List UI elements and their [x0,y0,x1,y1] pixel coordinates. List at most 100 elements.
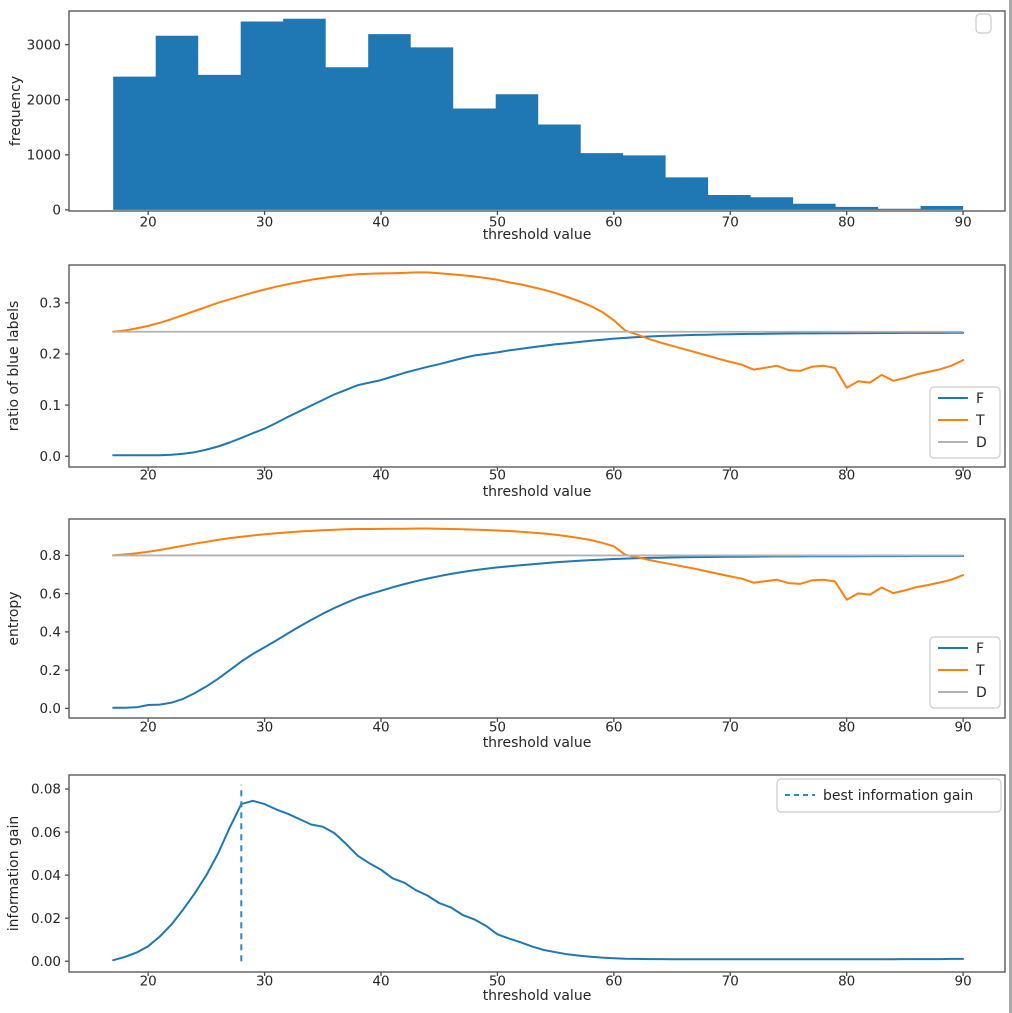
y-tick-label: 0.1 [40,398,61,414]
x-tick-label: 20 [140,974,157,990]
x-tick-label: 30 [256,720,273,736]
x-tick-label: 80 [838,215,855,231]
y-axis-title: entropy [6,591,22,645]
legend-label: F [976,641,984,657]
y-tick-label: 0.6 [40,586,61,602]
x-tick-label: 60 [605,215,622,231]
legend-box [929,636,1001,709]
legend [975,13,992,34]
y-axis-title: frequency [8,76,24,146]
x-tick-label: 20 [140,468,157,484]
x-tick-label: 70 [722,720,739,736]
x-tick-label: 40 [372,468,389,484]
y-tick-label: 0 [52,203,61,219]
x-tick-label: 50 [489,974,506,990]
x-tick-label: 90 [954,974,971,990]
legend-box [975,13,992,34]
series-F [112,331,965,457]
series-T [112,271,965,389]
legend: FTD [929,636,1001,709]
x-tick-label: 60 [605,974,622,990]
histogram-bars [113,18,964,210]
x-tick-label: 60 [605,468,622,484]
plot-svg-0: 20 30 40 50 60 70 80 90 threshold value 0 1000 2000… [8,10,1006,243]
y-axis: 0.00 0.02 0.04 0.06 0.08 information gain [6,782,69,970]
x-axis: 20 30 40 50 60 70 80 90 threshold value [140,467,972,500]
y-tick-label: 3000 [27,37,61,53]
y-axis: 0.0 0.2 0.4 0.6 0.8 entropy [6,548,69,717]
series-T [112,527,965,601]
x-axis-title: threshold value [483,988,592,1004]
y-tick-label: 0.2 [40,347,61,363]
series-information-gain [112,799,965,962]
plot-svg-1: 20 30 40 50 60 70 80 90 threshold value 0.0 0.1 0.2… [6,264,1006,500]
x-tick-label: 80 [838,468,855,484]
x-tick-label: 20 [140,720,157,736]
y-axis-title: information gain [6,816,22,931]
y-tick-label: 0.02 [31,911,61,927]
legend-label: F [976,391,984,407]
ratio-of-blue-labels-chart: 20 30 40 50 60 70 80 90 threshold value 0.0 0.1 0.2… [0,248,1012,500]
x-axis: 20 30 40 50 60 70 80 90 threshold value [140,211,972,243]
y-tick-label: 0.00 [31,954,61,970]
x-tick-label: 50 [489,215,506,231]
x-axis-title: threshold value [483,484,592,498]
x-axis: 20 30 40 50 60 70 80 90 threshold value [140,718,972,751]
y-tick-label: 0.0 [40,449,61,465]
x-tick-label: 80 [838,974,855,990]
x-tick-label: 90 [954,215,971,231]
x-tick-label: 50 [489,468,506,484]
frequency-histogram-chart: 20 30 40 50 60 70 80 90 threshold value 0 1000 2000… [0,0,1012,248]
legend-label: best information gain [823,788,973,804]
y-tick-label: 0.8 [40,548,61,564]
x-tick-label: 70 [722,468,739,484]
legend-box [929,386,1001,459]
entropy-chart: 20 30 40 50 60 70 80 90 threshold value 0.0 0.2 0.4… [0,498,1012,751]
y-tick-label: 0.04 [31,868,61,884]
y-tick-label: 0.08 [31,782,61,798]
y-tick-label: 0.2 [40,663,61,679]
information-gain-chart: 20 30 40 50 60 70 80 90 threshold value 0.00 0.02 0… [0,748,1012,1013]
y-axis: 0.0 0.1 0.2 0.3 ratio of blue labels [6,296,69,465]
plot-data [113,18,964,210]
plot-data [112,784,965,962]
plot-spines [68,10,1006,212]
plot-svg-2: 20 30 40 50 60 70 80 90 threshold value 0.0 0.2 0.4… [6,518,1006,751]
x-tick-label: 40 [372,215,389,231]
y-tick-label: 0.06 [31,825,61,841]
y-tick-label: 1000 [27,148,61,164]
plot-data [112,271,965,457]
x-tick-label: 90 [954,468,971,484]
x-tick-label: 30 [256,468,273,484]
y-axis: 0 1000 2000 3000 frequency [8,37,69,219]
plot-spines [68,774,1006,973]
legend-label: D [976,685,987,701]
x-tick-label: 90 [954,720,971,736]
plot-spines [68,518,1006,719]
series-F [112,555,965,709]
y-tick-label: 0.0 [40,701,61,717]
x-tick-label: 20 [140,215,157,231]
x-tick-label: 30 [256,974,273,990]
y-tick-label: 0.4 [40,625,61,641]
legend: best information gain [776,778,1002,813]
legend-box [776,778,1002,813]
legend: FTD [929,386,1001,459]
x-tick-label: 30 [256,215,273,231]
x-axis-title: threshold value [483,735,592,748]
y-axis-title: ratio of blue labels [6,301,22,432]
window-edge [1009,0,1012,1013]
x-tick-label: 70 [722,974,739,990]
x-axis: 20 30 40 50 60 70 80 90 threshold value [140,972,972,1004]
x-axis-title: threshold value [483,227,592,243]
x-tick-label: 50 [489,720,506,736]
x-tick-label: 70 [722,215,739,231]
x-tick-label: 80 [838,720,855,736]
x-tick-label: 60 [605,720,622,736]
y-tick-label: 0.3 [40,296,61,312]
legend-label: T [975,663,985,679]
legend-label: T [975,413,985,429]
plot-spines [68,264,1006,468]
